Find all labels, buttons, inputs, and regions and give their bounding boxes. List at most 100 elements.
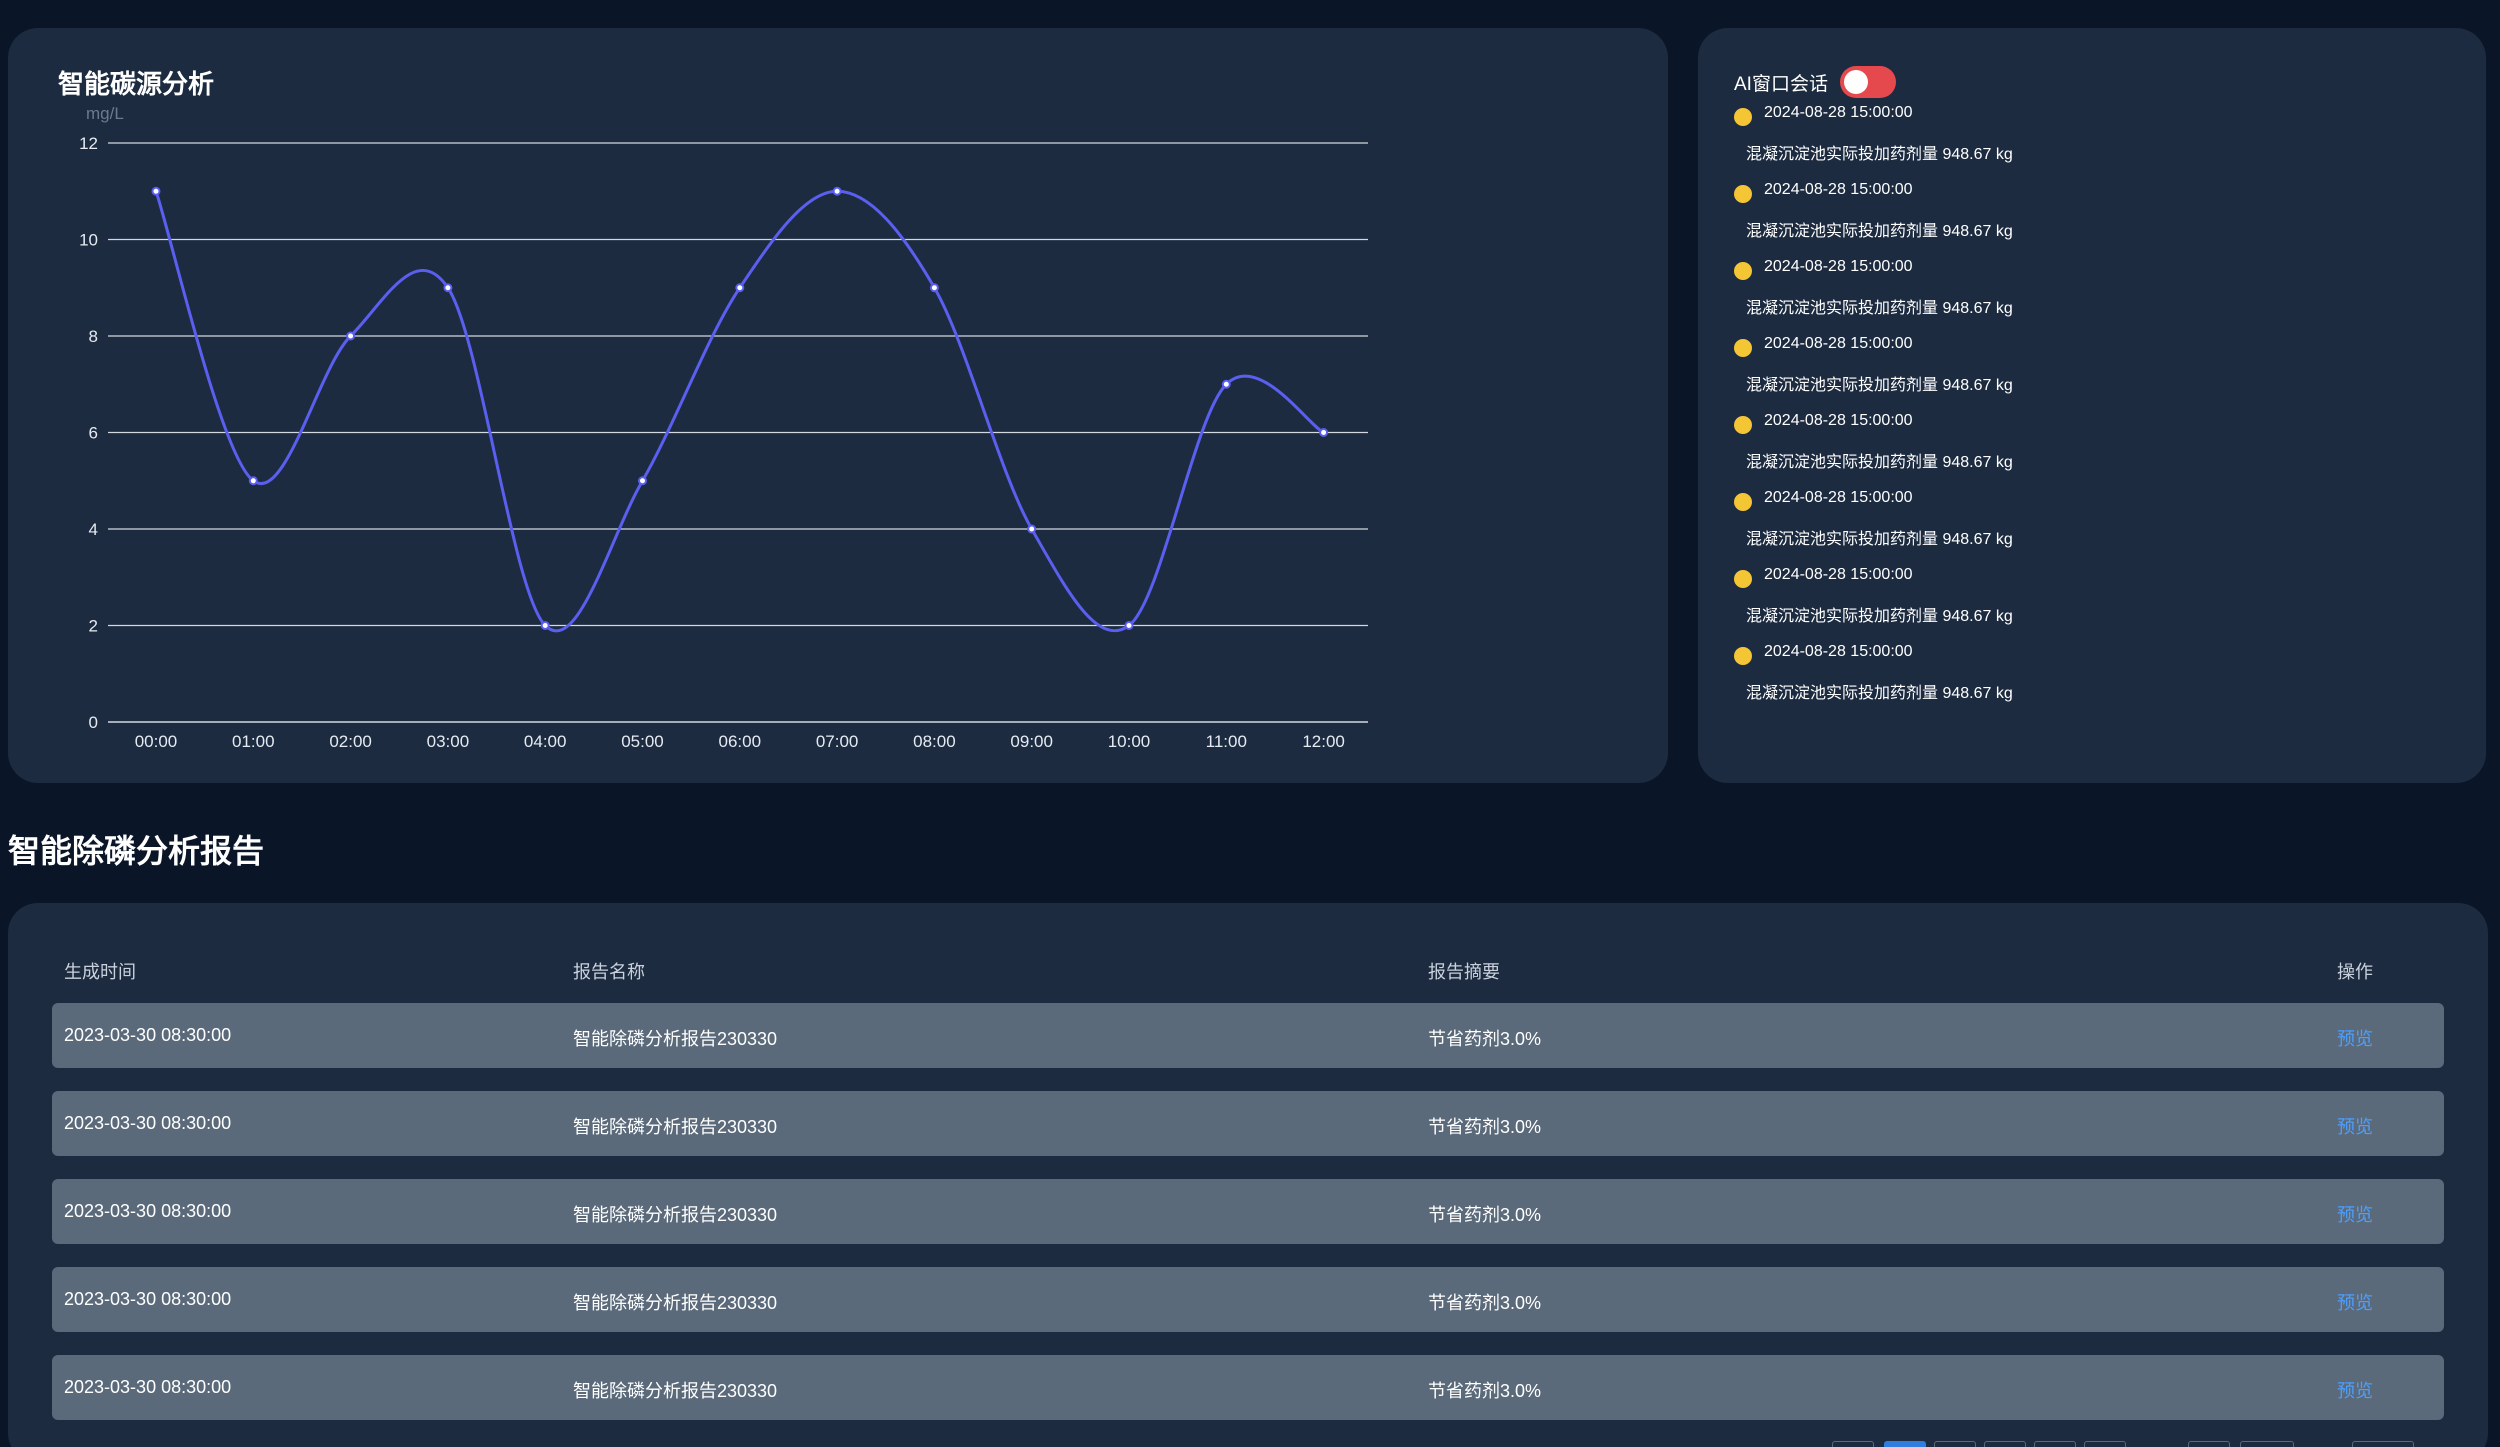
x-tick-label: 03:00 bbox=[427, 732, 470, 751]
data-point bbox=[151, 186, 161, 196]
preview-link[interactable]: 预览 bbox=[2337, 1117, 2373, 1137]
chart-y-unit: mg/L bbox=[86, 104, 124, 123]
x-tick-label: 01:00 bbox=[232, 732, 275, 751]
ai-message-time: 2024-08-28 15:00:00 bbox=[1764, 412, 1913, 429]
x-tick-label: 00:00 bbox=[135, 732, 178, 751]
x-tick-label: 06:00 bbox=[719, 732, 762, 751]
data-point bbox=[929, 283, 939, 293]
data-point bbox=[1221, 379, 1231, 389]
row-summary: 节省药剂3.0% bbox=[1428, 1381, 1542, 1401]
table-row: 2023-03-30 08:30:00 智能除磷分析报告230330 节省药剂3… bbox=[52, 1003, 2444, 1068]
table-row: 2023-03-30 08:30:00 智能除磷分析报告230330 节省药剂3… bbox=[52, 1355, 2444, 1420]
table-header: 生成时间 报告名称 报告摘要 操作 bbox=[52, 958, 2444, 988]
report-section-title: 智能除磷分析报告 bbox=[8, 833, 265, 869]
row-summary: 节省药剂3.0% bbox=[1428, 1293, 1542, 1313]
ai-message-list: 2024-08-28 15:00:00 混凝沉淀池实际投加药剂量 948.67 … bbox=[1734, 100, 2434, 716]
pager-page-button[interactable] bbox=[1984, 1441, 2026, 1447]
ai-chat-header: AI窗口会话 bbox=[1734, 66, 1896, 98]
preview-link[interactable]: 预览 bbox=[2337, 1293, 2373, 1313]
status-dot-icon bbox=[1734, 262, 1752, 280]
data-point bbox=[248, 476, 258, 486]
ai-message-text: 混凝沉淀池实际投加药剂量 948.67 kg bbox=[1746, 608, 2013, 625]
column-header-summary: 报告摘要 bbox=[1428, 962, 1500, 982]
y-tick-label: 2 bbox=[89, 617, 98, 636]
row-time: 2023-03-30 08:30:00 bbox=[64, 1113, 232, 1133]
x-tick-label: 12:00 bbox=[1302, 732, 1345, 751]
ai-message-item: 2024-08-28 15:00:00 混凝沉淀池实际投加药剂量 948.67 … bbox=[1734, 485, 2434, 562]
ai-message-item: 2024-08-28 15:00:00 混凝沉淀池实际投加药剂量 948.67 … bbox=[1734, 562, 2434, 639]
column-header-time: 生成时间 bbox=[64, 962, 136, 982]
x-tick-label: 11:00 bbox=[1206, 732, 1247, 751]
pager-page-button[interactable] bbox=[1884, 1441, 1926, 1447]
row-name: 智能除磷分析报告230330 bbox=[573, 1205, 778, 1225]
status-dot-icon bbox=[1734, 185, 1752, 203]
status-dot-icon bbox=[1734, 647, 1752, 665]
x-tick-label: 04:00 bbox=[524, 732, 567, 751]
ai-message-time: 2024-08-28 15:00:00 bbox=[1764, 258, 1913, 275]
status-dot-icon bbox=[1734, 493, 1752, 511]
ai-message-text: 混凝沉淀池实际投加药剂量 948.67 kg bbox=[1746, 531, 2013, 548]
y-tick-label: 0 bbox=[89, 713, 98, 732]
row-time: 2023-03-30 08:30:00 bbox=[64, 1289, 232, 1309]
row-name: 智能除磷分析报告230330 bbox=[573, 1117, 778, 1137]
row-time: 2023-03-30 08:30:00 bbox=[64, 1377, 232, 1397]
ai-message-text: 混凝沉淀池实际投加药剂量 948.67 kg bbox=[1746, 146, 2013, 163]
ai-chat-panel: AI窗口会话 2024-08-28 15:00:00 混凝沉淀池实际投加药剂量 … bbox=[1698, 28, 2486, 783]
ai-message-text: 混凝沉淀池实际投加药剂量 948.67 kg bbox=[1746, 377, 2013, 394]
ai-message-time: 2024-08-28 15:00:00 bbox=[1764, 489, 1913, 506]
table-row: 2023-03-30 08:30:00 智能除磷分析报告230330 节省药剂3… bbox=[52, 1091, 2444, 1156]
toggle-knob bbox=[1843, 70, 1868, 94]
row-time: 2023-03-30 08:30:00 bbox=[64, 1025, 232, 1045]
x-tick-label: 09:00 bbox=[1010, 732, 1053, 751]
row-summary: 节省药剂3.0% bbox=[1428, 1029, 1542, 1049]
y-tick-label: 10 bbox=[79, 231, 98, 250]
ai-message-text: 混凝沉淀池实际投加药剂量 948.67 kg bbox=[1746, 223, 2013, 240]
row-name: 智能除磷分析报告230330 bbox=[573, 1029, 778, 1049]
y-tick-label: 12 bbox=[79, 134, 98, 153]
x-tick-label: 08:00 bbox=[913, 732, 956, 751]
column-header-action: 操作 bbox=[2337, 962, 2373, 982]
carbon-line-chart: 0 2 4 6 8 10 12 00:00 01:00 02:00 03:00 04:00 05:00 0… bbox=[79, 134, 1368, 751]
y-tick-label: 4 bbox=[89, 520, 98, 539]
table-row: 2023-03-30 08:30:00 智能除磷分析报告230330 节省药剂3… bbox=[52, 1179, 2444, 1244]
ai-message-time: 2024-08-28 15:00:00 bbox=[1764, 566, 1913, 583]
pager-page-button[interactable] bbox=[2084, 1441, 2126, 1447]
pager-page-button[interactable] bbox=[1934, 1441, 1976, 1447]
ai-message-item: 2024-08-28 15:00:00 混凝沉淀池实际投加药剂量 948.67 … bbox=[1734, 331, 2434, 408]
row-summary: 节省药剂3.0% bbox=[1428, 1117, 1542, 1137]
row-time: 2023-03-30 08:30:00 bbox=[64, 1201, 232, 1221]
y-tick-label: 6 bbox=[89, 424, 98, 443]
data-point bbox=[540, 621, 550, 630]
row-summary: 节省药剂3.0% bbox=[1428, 1205, 1542, 1225]
column-header-name: 报告名称 bbox=[573, 962, 645, 982]
x-tick-label: 10:00 bbox=[1108, 732, 1151, 751]
pager-size-select[interactable] bbox=[2240, 1441, 2294, 1447]
data-point bbox=[735, 283, 745, 293]
ai-message-time: 2024-08-28 15:00:00 bbox=[1764, 643, 1913, 660]
chart-title: 智能碳源分析 bbox=[58, 69, 215, 99]
data-point bbox=[443, 283, 453, 293]
preview-link[interactable]: 预览 bbox=[2337, 1029, 2373, 1049]
ai-message-text: 混凝沉淀池实际投加药剂量 948.67 kg bbox=[1746, 454, 2013, 471]
ai-message-text: 混凝沉淀池实际投加药剂量 948.67 kg bbox=[1746, 300, 2013, 317]
pager-prev-button[interactable] bbox=[1832, 1441, 1874, 1447]
ai-message-item: 2024-08-28 15:00:00 混凝沉淀池实际投加药剂量 948.67 … bbox=[1734, 639, 2434, 716]
pager-next-button[interactable] bbox=[2188, 1441, 2230, 1447]
x-tick-label: 07:00 bbox=[816, 732, 859, 751]
pager-jump-input[interactable] bbox=[2352, 1441, 2414, 1447]
preview-link[interactable]: 预览 bbox=[2337, 1381, 2373, 1401]
ai-chat-toggle[interactable] bbox=[1839, 66, 1896, 98]
status-dot-icon bbox=[1734, 570, 1752, 588]
ai-message-item: 2024-08-28 15:00:00 混凝沉淀池实际投加药剂量 948.67 … bbox=[1734, 254, 2434, 331]
data-point bbox=[638, 476, 647, 486]
ai-message-text: 混凝沉淀池实际投加药剂量 948.67 kg bbox=[1746, 685, 2013, 702]
status-dot-icon bbox=[1734, 339, 1752, 357]
series-line bbox=[154, 189, 1325, 633]
ai-message-item: 2024-08-28 15:00:00 混凝沉淀池实际投加药剂量 948.67 … bbox=[1734, 408, 2434, 485]
carbon-analysis-panel: 0 2 4 6 8 10 12 00:00 01:00 02:00 03:00 04:00 05:00 0… bbox=[8, 28, 1668, 783]
status-dot-icon bbox=[1734, 108, 1752, 126]
ai-message-item: 2024-08-28 15:00:00 混凝沉淀池实际投加药剂量 948.67 … bbox=[1734, 177, 2434, 254]
preview-link[interactable]: 预览 bbox=[2337, 1205, 2373, 1225]
ai-message-item: 2024-08-28 15:00:00 混凝沉淀池实际投加药剂量 948.67 … bbox=[1734, 100, 2434, 177]
pager-page-button[interactable] bbox=[2034, 1441, 2076, 1447]
